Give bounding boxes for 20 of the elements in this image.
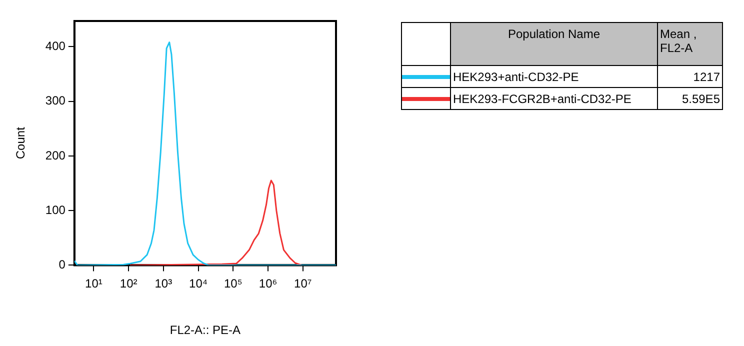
y-tick-label: 0 [58, 258, 66, 272]
legend-title: Population Name [450, 22, 658, 66]
text: 5.59E5 [658, 88, 722, 110]
x-tick-label: 10² [120, 276, 138, 291]
y-axis-title: Count [14, 126, 28, 160]
y-tick-label: 100 [45, 202, 66, 217]
legend-label: HEK293+anti-CD32-PE [450, 66, 658, 88]
legend-label: HEK293-FCGR2B+anti-CD32-PE [450, 88, 658, 110]
x-tick-label: 10³ [154, 276, 172, 291]
y-tick-label: 300 [45, 94, 66, 108]
text: 1217 [658, 66, 722, 88]
x-tick-label: 10¹ [85, 276, 102, 291]
y-tick-label: 200 [45, 148, 66, 162]
y-tick-label: 400 [45, 38, 66, 53]
x-axis-title: FL2-A:: PE-A [170, 323, 241, 338]
text: Mean , FL2-A [658, 22, 722, 66]
x-tick-label: 10⁷ [294, 276, 312, 291]
x-tick-label: 10⁴ [189, 276, 208, 291]
x-tick-label: 10⁶ [258, 276, 278, 291]
x-tick-label: 10⁵ [224, 276, 242, 291]
